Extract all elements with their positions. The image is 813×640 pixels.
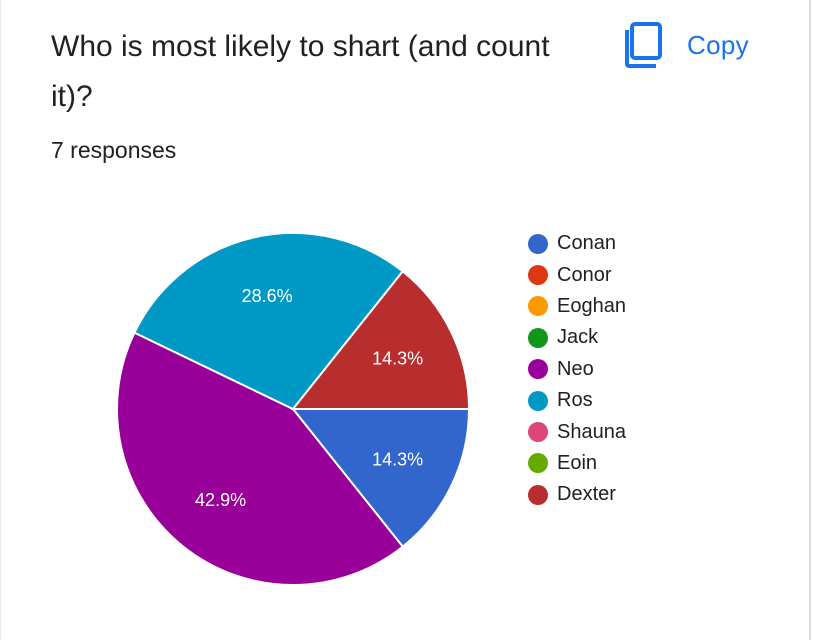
legend-swatch [528,327,548,348]
copy-chart-button[interactable]: Copy [623,20,749,70]
legend-item-eoghan[interactable]: Eoghan [528,291,626,322]
slice-label-conan: 14.3% [372,449,423,469]
legend-swatch [528,296,548,317]
legend-swatch [528,484,548,505]
legend-item-ros[interactable]: Ros [528,385,626,416]
chart-legend: Conan Conor Eoghan Jack Neo Ros Shauna Eoin Dext… [528,228,626,511]
legend-swatch [528,233,548,254]
legend-item-shauna[interactable]: Shauna [528,416,626,447]
legend-label: Conor [557,263,612,286]
slice-label-ros: 28.6% [242,286,293,306]
legend-item-dexter[interactable]: Dexter [528,479,626,510]
legend-swatch [528,390,548,411]
legend-swatch [528,359,548,380]
legend-label: Ros [557,389,593,412]
legend-item-conor[interactable]: Conor [528,259,626,290]
legend-swatch [528,265,548,286]
pie-slice-ros[interactable] [133,232,405,411]
legend-item-eoin[interactable]: Eoin [528,448,626,479]
legend-label: Eoghan [557,294,626,317]
pie-slice-neo[interactable] [116,331,405,586]
copy-label: Copy [687,29,749,60]
legend-label: Jack [557,326,599,349]
slice-label-conor: 14.3% [372,349,423,369]
pie-slice-conan[interactable] [290,408,471,549]
slice-label-neo: 42.9% [195,490,246,510]
response-count: 7 responses [51,137,177,163]
legend-label: Conan [557,232,616,255]
legend-swatch [528,453,548,474]
legend-item-conan[interactable]: Conan [528,228,626,259]
legend-label: Eoin [557,451,598,474]
legend-swatch [528,422,548,443]
copy-icon [623,21,665,69]
legend-label: Neo [557,357,594,380]
legend-item-jack[interactable]: Jack [528,322,626,353]
legend-label: Dexter [557,483,616,506]
question-title: Who is most likely to shart (and count i… [51,30,550,113]
legend-item-neo[interactable]: Neo [528,354,626,385]
pie-slice-conor[interactable] [290,269,471,410]
legend-label: Shauna [557,420,626,443]
